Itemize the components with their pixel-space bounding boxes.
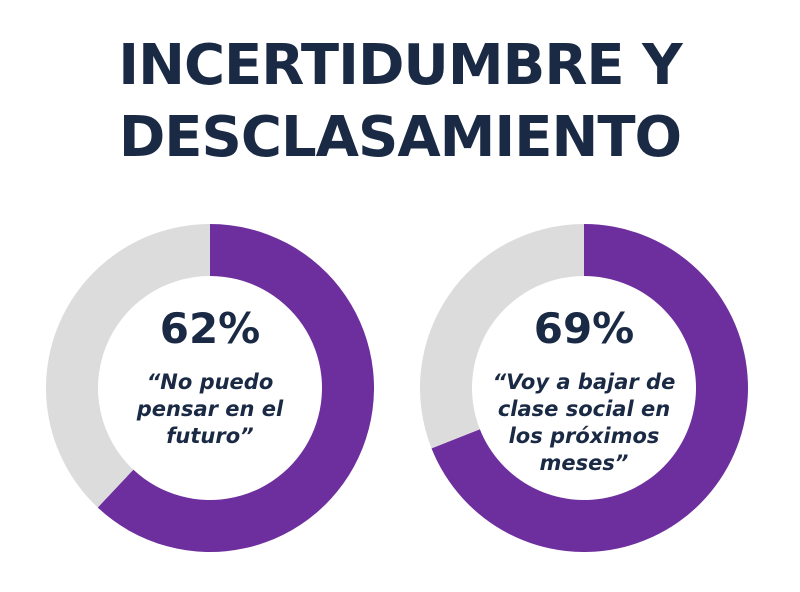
donut-chart-2: 69% “Voy a bajar de clase social en los … [420, 224, 748, 552]
donut-chart-1-svg [46, 224, 374, 552]
page-title-line-1: INCERTIDUMBRE Y [118, 33, 682, 98]
donut-chart-2-svg [420, 224, 748, 552]
donut-chart-1-center: 62% “No puedo pensar en el futuro” [46, 224, 374, 552]
donut-chart-2-slice-1 [431, 224, 748, 552]
donut-chart-1: 62% “No puedo pensar en el futuro” [46, 224, 374, 552]
donut-chart-2-slice-2 [420, 224, 584, 449]
donut-chart-2-value-label: 69% [533, 304, 635, 353]
donut-chart-1-slice-1 [97, 224, 374, 552]
donut-chart-2-center: 69% “Voy a bajar de clase social en los … [420, 224, 748, 552]
donut-chart-1-caption: “No puedo pensar en el futuro” [136, 370, 284, 448]
donut-chart-2-caption: “Voy a bajar de clase social en los próx… [492, 370, 676, 475]
page-title-line-2: DESCLASAMIENTO [118, 105, 682, 170]
donut-chart-1-slice-2 [46, 224, 210, 508]
donut-chart-1-value-label: 62% [159, 304, 261, 353]
